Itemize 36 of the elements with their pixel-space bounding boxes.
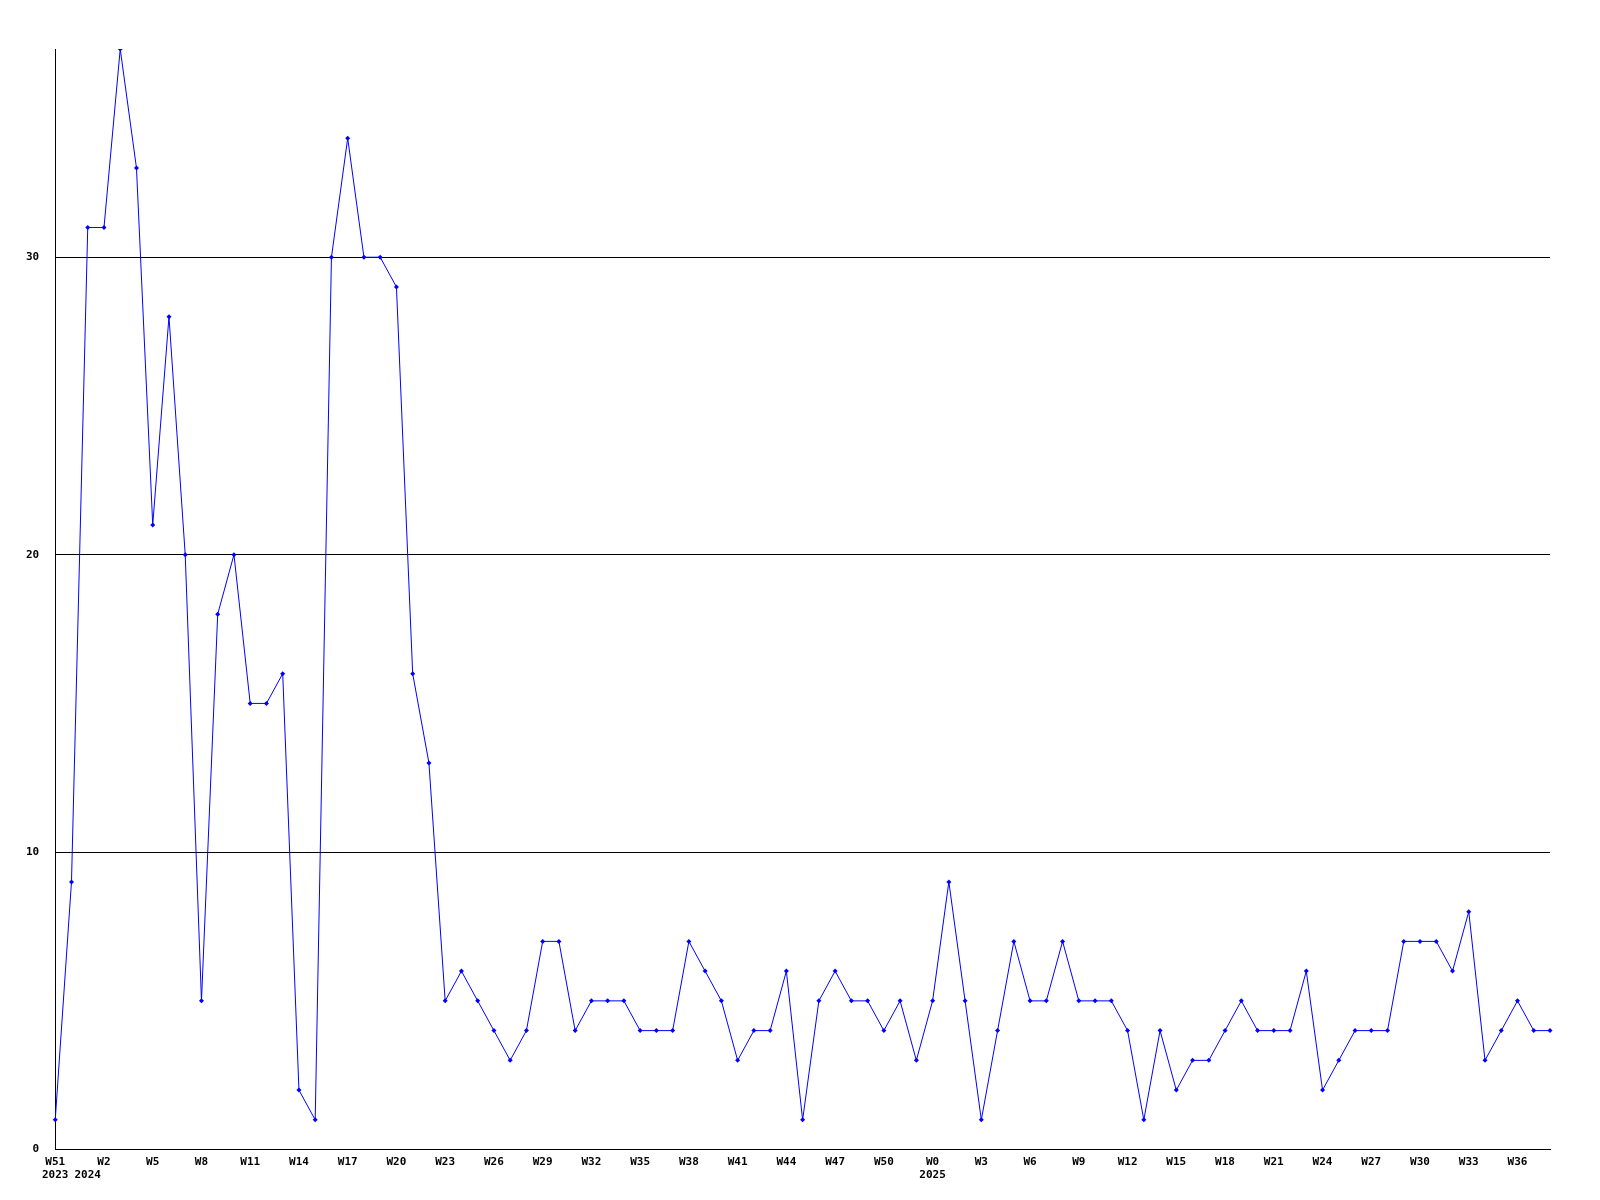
x-tick-label: W5 (146, 1155, 160, 1169)
y-tick-label: 10 (26, 845, 40, 858)
x-tick-label: W38 (678, 1155, 699, 1169)
x-tick-label: W6 (1023, 1155, 1038, 1169)
x-tick-label: W17 (337, 1155, 358, 1169)
x-tick-label: W41 (727, 1155, 748, 1169)
x-tick-label: W18 (1215, 1155, 1235, 1169)
x-tick-label: W47 (825, 1155, 846, 1169)
x-tick-label: W2 (97, 1155, 111, 1169)
x-tick-label: W8 (194, 1155, 209, 1169)
x-tick-label: W3 (974, 1155, 988, 1169)
x-tick-label: W35 (630, 1155, 651, 1169)
y-tick-label: 0 (32, 1142, 40, 1156)
x-tick-label: W50 (873, 1155, 894, 1169)
x-tick-label: 2024 (74, 1168, 102, 1182)
x-tick-label: W33 (1458, 1155, 1479, 1169)
x-tick-label: W51 2023 (42, 1155, 69, 1182)
x-tick-label: W30 (1410, 1155, 1430, 1169)
y-tick-label: 30 (26, 250, 40, 264)
x-tick-label: W11 (240, 1155, 261, 1169)
x-tick-label: W26 (483, 1155, 505, 1169)
x-tick-label: W27 (1361, 1155, 1382, 1169)
x-tick-label: W14 (289, 1155, 310, 1169)
x-tick-label: W24 (1312, 1155, 1333, 1169)
x-tick-label: W32 (581, 1155, 602, 1169)
x-tick-label: W23 (435, 1155, 456, 1169)
x-tick-label: W0 2025 (919, 1155, 946, 1182)
x-tick-label: W36 (1507, 1155, 1528, 1169)
x-tick-label: W20 (386, 1155, 407, 1169)
x-tick-label: W9 (1072, 1155, 1086, 1169)
y-tick-label: 20 (26, 547, 40, 561)
x-tick-label: W15 (1166, 1155, 1187, 1169)
x-tick-label: W44 (776, 1155, 797, 1169)
x-tick-label: W21 (1263, 1155, 1285, 1169)
x-tick-label: W29 (532, 1155, 553, 1169)
x-tick-label: W12 (1117, 1155, 1138, 1169)
